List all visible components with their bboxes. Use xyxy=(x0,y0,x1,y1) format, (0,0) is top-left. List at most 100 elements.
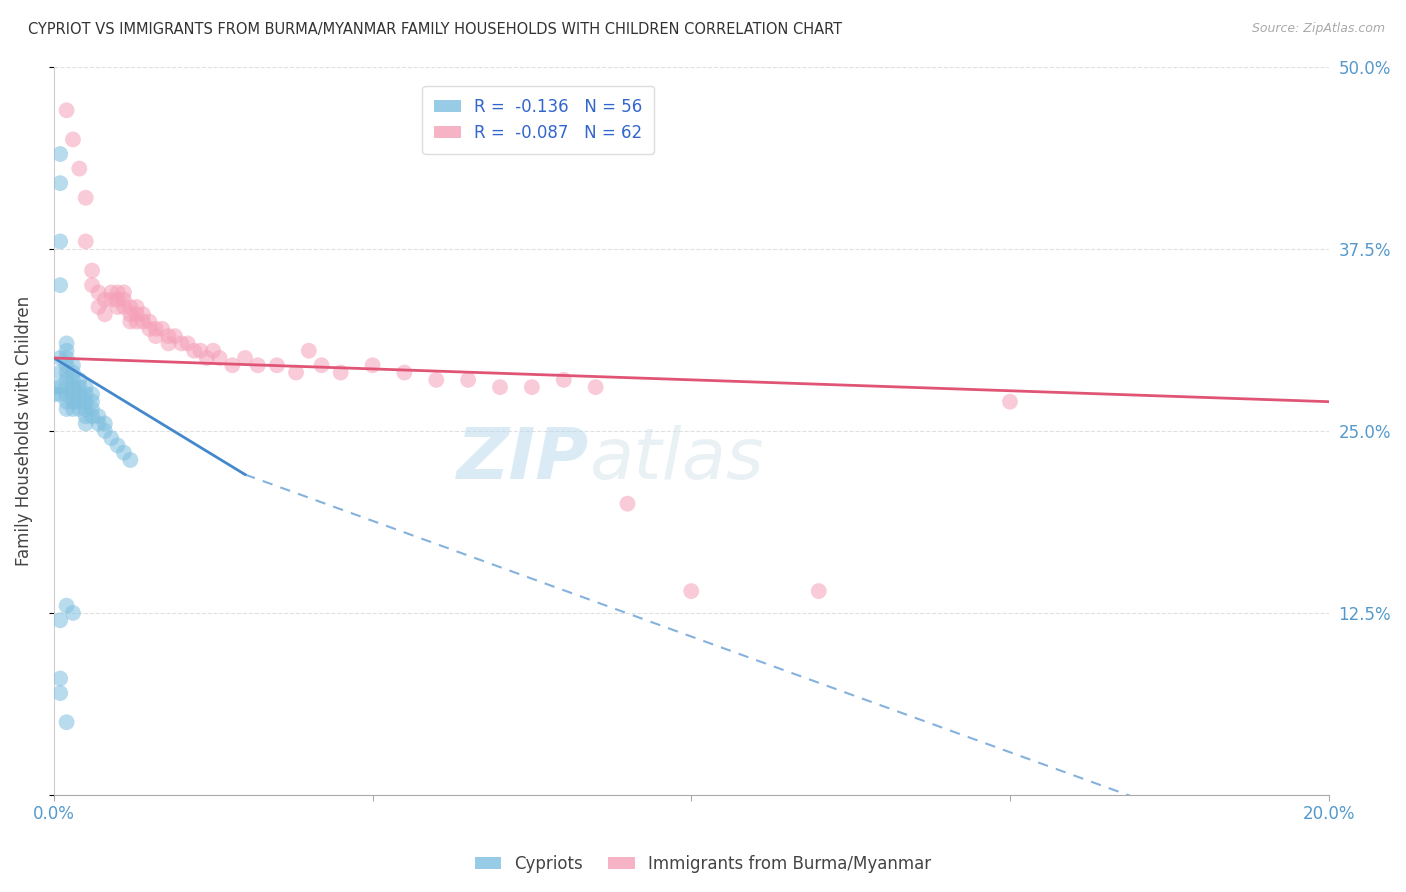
Point xyxy=(616,497,638,511)
Point xyxy=(55,387,77,401)
Y-axis label: Family Households with Children: Family Households with Children xyxy=(15,296,32,566)
Text: Source: ZipAtlas.com: Source: ZipAtlas.com xyxy=(1251,22,1385,36)
Point xyxy=(49,176,72,190)
Point xyxy=(67,380,90,394)
Point xyxy=(75,409,97,424)
Point xyxy=(150,322,173,336)
Point xyxy=(520,380,543,394)
Point xyxy=(62,132,84,146)
Point xyxy=(94,307,117,321)
Point xyxy=(49,686,72,700)
Point xyxy=(67,387,90,401)
Point xyxy=(457,373,479,387)
Point xyxy=(87,409,110,424)
Point xyxy=(120,314,142,328)
Point xyxy=(132,307,155,321)
Point xyxy=(112,285,135,300)
Point xyxy=(49,278,72,293)
Point xyxy=(55,343,77,358)
Point xyxy=(42,387,65,401)
Point xyxy=(246,358,269,372)
Point xyxy=(75,417,97,431)
Point xyxy=(55,715,77,730)
Point xyxy=(176,336,198,351)
Point xyxy=(80,278,103,293)
Point xyxy=(55,394,77,409)
Point xyxy=(163,329,186,343)
Point xyxy=(55,103,77,118)
Point xyxy=(208,351,231,365)
Point xyxy=(807,584,830,599)
Point xyxy=(87,417,110,431)
Point xyxy=(138,314,160,328)
Point xyxy=(585,380,607,394)
Point xyxy=(553,373,575,387)
Point xyxy=(49,366,72,380)
Point xyxy=(100,293,122,307)
Point xyxy=(311,358,333,372)
Point xyxy=(489,380,512,394)
Point xyxy=(62,373,84,387)
Point xyxy=(80,409,103,424)
Point xyxy=(49,235,72,249)
Text: atlas: atlas xyxy=(589,425,763,494)
Point xyxy=(49,672,72,686)
Point xyxy=(67,401,90,416)
Point xyxy=(62,358,84,372)
Point xyxy=(67,161,90,176)
Point xyxy=(298,343,321,358)
Point xyxy=(67,373,90,387)
Point xyxy=(80,387,103,401)
Point xyxy=(55,380,77,394)
Point xyxy=(55,401,77,416)
Point xyxy=(125,300,148,314)
Point xyxy=(107,293,129,307)
Point xyxy=(80,401,103,416)
Point xyxy=(94,424,117,438)
Point xyxy=(80,394,103,409)
Point xyxy=(87,285,110,300)
Point xyxy=(125,314,148,328)
Point xyxy=(94,417,117,431)
Point xyxy=(62,366,84,380)
Point xyxy=(125,307,148,321)
Point xyxy=(49,380,72,394)
Point xyxy=(55,373,77,387)
Text: ZIP: ZIP xyxy=(457,425,589,494)
Point xyxy=(87,300,110,314)
Point xyxy=(132,314,155,328)
Point xyxy=(94,293,117,307)
Point xyxy=(195,351,218,365)
Point xyxy=(183,343,205,358)
Point xyxy=(75,191,97,205)
Point xyxy=(100,431,122,445)
Point xyxy=(285,366,308,380)
Point xyxy=(170,336,193,351)
Point xyxy=(233,351,256,365)
Point xyxy=(266,358,288,372)
Point xyxy=(394,366,416,380)
Point xyxy=(55,366,77,380)
Point xyxy=(157,336,180,351)
Point xyxy=(62,606,84,620)
Point xyxy=(80,263,103,277)
Point xyxy=(67,394,90,409)
Point xyxy=(112,293,135,307)
Point xyxy=(55,358,77,372)
Point xyxy=(107,285,129,300)
Point xyxy=(138,322,160,336)
Point xyxy=(49,387,72,401)
Point xyxy=(62,387,84,401)
Text: CYPRIOT VS IMMIGRANTS FROM BURMA/MYANMAR FAMILY HOUSEHOLDS WITH CHILDREN CORRELA: CYPRIOT VS IMMIGRANTS FROM BURMA/MYANMAR… xyxy=(28,22,842,37)
Point xyxy=(75,235,97,249)
Point xyxy=(998,394,1021,409)
Point xyxy=(221,358,243,372)
Point xyxy=(190,343,212,358)
Point xyxy=(120,300,142,314)
Point xyxy=(120,307,142,321)
Point xyxy=(49,351,72,365)
Point xyxy=(145,322,167,336)
Point xyxy=(75,394,97,409)
Point xyxy=(202,343,225,358)
Point xyxy=(49,147,72,161)
